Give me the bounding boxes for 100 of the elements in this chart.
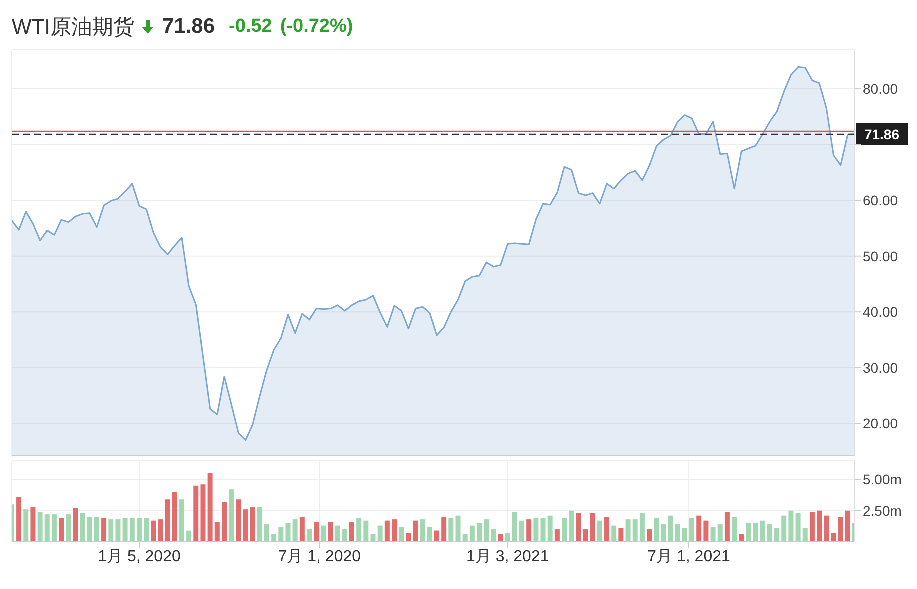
bar [470,526,475,542]
bar [548,516,553,542]
bar [512,512,518,542]
chart-title: WTI原油期货 [12,14,134,40]
bar [229,490,234,542]
bar [243,510,248,542]
x-tick-label: 1月 3, 2021 [466,548,550,566]
bar [413,520,418,542]
bar [38,512,43,542]
bar [526,520,532,542]
bar [342,530,348,542]
text: 71.86 [162,14,216,38]
bar [696,516,702,542]
bar [597,520,602,542]
bar [16,497,22,542]
bar [767,524,772,542]
bar [80,513,86,542]
bar [306,530,312,542]
bar [498,534,504,542]
bar [278,527,284,542]
y-tick-label: 60.00 [863,192,898,209]
bar [540,518,546,542]
y-tick-label: 80.00 [863,81,898,98]
bar [186,530,192,542]
bar [484,520,490,542]
bar [286,523,291,542]
bar [675,524,680,542]
y-tick-label: 2.50m [863,502,902,519]
bar [314,522,320,542]
bar [477,523,482,542]
bar [782,516,787,542]
bar [24,510,29,542]
bar [165,500,170,542]
text: (-0.72%) [280,16,354,38]
bar [292,520,298,542]
bar [838,517,844,542]
bar [718,524,723,542]
bar [753,523,758,542]
bar [272,534,277,542]
bar [554,530,560,542]
bar [710,527,716,542]
bar [399,527,404,542]
bar [739,534,744,542]
bar [59,518,64,542]
bar [590,513,596,542]
bar [130,518,135,542]
bar [335,526,340,542]
bar [236,500,242,542]
bar [328,522,334,542]
y-tick-label: 40.00 [863,304,898,320]
bar [647,530,652,542]
bar [44,514,50,542]
bar [704,520,709,542]
bar [349,522,354,542]
x-tick-label: 7月 1, 2021 [648,548,730,566]
bar [690,518,695,542]
bar [94,517,100,542]
bar [724,512,730,542]
bar [158,520,164,542]
y-tick-label: 5.00m [863,472,902,488]
bar [760,520,766,542]
bar [576,513,582,542]
bar [87,517,92,542]
bar [618,528,624,542]
bar [214,522,220,542]
bar [30,507,36,542]
bar [208,473,213,542]
bar [384,520,390,542]
bar [427,527,432,542]
bar [442,517,447,542]
bar [66,514,72,542]
bar [136,518,142,542]
bar [321,526,326,542]
bar [264,524,270,542]
y-tick-label: 30.00 [863,360,898,376]
bar [612,526,617,542]
bar [682,528,688,542]
bar [746,523,752,542]
bar [562,518,568,542]
bar [102,518,107,542]
bar [222,502,227,542]
bar [845,510,850,542]
bar [406,533,412,542]
bar [640,513,645,542]
bar [810,512,815,542]
bar [52,514,57,542]
bar [172,492,178,542]
bar [661,524,666,542]
bar [520,520,525,542]
bar [420,520,426,542]
bar [200,484,206,542]
bar [626,520,631,542]
bar [364,520,369,542]
bar [194,486,199,542]
bar [250,507,256,542]
y-tick-label: 20.00 [863,416,898,432]
bar [151,520,156,542]
x-tick-label: 1月 5, 2020 [98,548,181,566]
bar [654,518,660,542]
bar [505,533,510,542]
